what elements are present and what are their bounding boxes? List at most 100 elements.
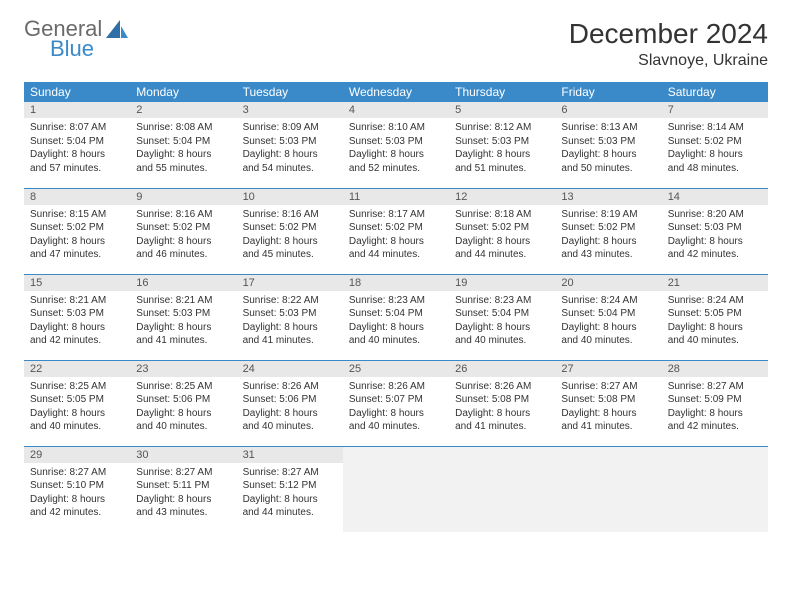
calendar-day: 5Sunrise: 8:12 AMSunset: 5:03 PMDaylight… xyxy=(449,102,555,188)
calendar-day: 4Sunrise: 8:10 AMSunset: 5:03 PMDaylight… xyxy=(343,102,449,188)
day-details: Sunrise: 8:21 AMSunset: 5:03 PMDaylight:… xyxy=(130,291,236,352)
calendar-day: 17Sunrise: 8:22 AMSunset: 5:03 PMDayligh… xyxy=(237,274,343,360)
calendar-table: Sunday Monday Tuesday Wednesday Thursday… xyxy=(24,82,768,532)
day-number: 18 xyxy=(343,275,449,291)
location-text: Slavnoye, Ukraine xyxy=(569,52,768,70)
weekday-header-row: Sunday Monday Tuesday Wednesday Thursday… xyxy=(24,82,768,102)
page-title: December 2024 xyxy=(569,18,768,50)
day-number: 10 xyxy=(237,189,343,205)
day-details: Sunrise: 8:27 AMSunset: 5:10 PMDaylight:… xyxy=(24,463,130,524)
calendar-day: 25Sunrise: 8:26 AMSunset: 5:07 PMDayligh… xyxy=(343,360,449,446)
calendar-day: 27Sunrise: 8:27 AMSunset: 5:08 PMDayligh… xyxy=(555,360,661,446)
calendar-day: 26Sunrise: 8:26 AMSunset: 5:08 PMDayligh… xyxy=(449,360,555,446)
day-number: 4 xyxy=(343,102,449,118)
weekday-header: Thursday xyxy=(449,82,555,102)
calendar-day: 30Sunrise: 8:27 AMSunset: 5:11 PMDayligh… xyxy=(130,446,236,532)
calendar-day: 11Sunrise: 8:17 AMSunset: 5:02 PMDayligh… xyxy=(343,188,449,274)
calendar-day: 13Sunrise: 8:19 AMSunset: 5:02 PMDayligh… xyxy=(555,188,661,274)
calendar-row: 1Sunrise: 8:07 AMSunset: 5:04 PMDaylight… xyxy=(24,102,768,188)
calendar-day: 19Sunrise: 8:23 AMSunset: 5:04 PMDayligh… xyxy=(449,274,555,360)
day-number: 26 xyxy=(449,361,555,377)
day-details: Sunrise: 8:19 AMSunset: 5:02 PMDaylight:… xyxy=(555,205,661,266)
day-number: 17 xyxy=(237,275,343,291)
day-number: 24 xyxy=(237,361,343,377)
calendar-day: 29Sunrise: 8:27 AMSunset: 5:10 PMDayligh… xyxy=(24,446,130,532)
weekday-header: Wednesday xyxy=(343,82,449,102)
day-details: Sunrise: 8:22 AMSunset: 5:03 PMDaylight:… xyxy=(237,291,343,352)
calendar-day: 7Sunrise: 8:14 AMSunset: 5:02 PMDaylight… xyxy=(662,102,768,188)
weekday-header: Saturday xyxy=(662,82,768,102)
calendar-day: 6Sunrise: 8:13 AMSunset: 5:03 PMDaylight… xyxy=(555,102,661,188)
day-details: Sunrise: 8:14 AMSunset: 5:02 PMDaylight:… xyxy=(662,118,768,179)
day-number: 27 xyxy=(555,361,661,377)
day-number: 29 xyxy=(24,447,130,463)
day-number: 9 xyxy=(130,189,236,205)
calendar-day: 23Sunrise: 8:25 AMSunset: 5:06 PMDayligh… xyxy=(130,360,236,446)
day-number: 31 xyxy=(237,447,343,463)
day-number: 6 xyxy=(555,102,661,118)
logo-text: General Blue xyxy=(24,18,102,60)
day-details: Sunrise: 8:26 AMSunset: 5:07 PMDaylight:… xyxy=(343,377,449,438)
day-number: 13 xyxy=(555,189,661,205)
logo: General Blue xyxy=(24,18,128,60)
day-details: Sunrise: 8:09 AMSunset: 5:03 PMDaylight:… xyxy=(237,118,343,179)
day-number: 8 xyxy=(24,189,130,205)
day-details: Sunrise: 8:21 AMSunset: 5:03 PMDaylight:… xyxy=(24,291,130,352)
day-details: Sunrise: 8:16 AMSunset: 5:02 PMDaylight:… xyxy=(130,205,236,266)
day-number: 3 xyxy=(237,102,343,118)
day-number: 22 xyxy=(24,361,130,377)
calendar-row: 22Sunrise: 8:25 AMSunset: 5:05 PMDayligh… xyxy=(24,360,768,446)
header: General Blue December 2024 Slavnoye, Ukr… xyxy=(24,18,768,70)
calendar-day: 9Sunrise: 8:16 AMSunset: 5:02 PMDaylight… xyxy=(130,188,236,274)
day-details: Sunrise: 8:07 AMSunset: 5:04 PMDaylight:… xyxy=(24,118,130,179)
calendar-day: 14Sunrise: 8:20 AMSunset: 5:03 PMDayligh… xyxy=(662,188,768,274)
day-number: 23 xyxy=(130,361,236,377)
day-number: 7 xyxy=(662,102,768,118)
day-details: Sunrise: 8:08 AMSunset: 5:04 PMDaylight:… xyxy=(130,118,236,179)
calendar-row: 15Sunrise: 8:21 AMSunset: 5:03 PMDayligh… xyxy=(24,274,768,360)
calendar-row: 29Sunrise: 8:27 AMSunset: 5:10 PMDayligh… xyxy=(24,446,768,532)
calendar-day: 24Sunrise: 8:26 AMSunset: 5:06 PMDayligh… xyxy=(237,360,343,446)
calendar-day: 16Sunrise: 8:21 AMSunset: 5:03 PMDayligh… xyxy=(130,274,236,360)
day-details: Sunrise: 8:24 AMSunset: 5:04 PMDaylight:… xyxy=(555,291,661,352)
day-details: Sunrise: 8:15 AMSunset: 5:02 PMDaylight:… xyxy=(24,205,130,266)
day-number: 15 xyxy=(24,275,130,291)
calendar-day: 20Sunrise: 8:24 AMSunset: 5:04 PMDayligh… xyxy=(555,274,661,360)
day-details: Sunrise: 8:26 AMSunset: 5:06 PMDaylight:… xyxy=(237,377,343,438)
day-details: Sunrise: 8:12 AMSunset: 5:03 PMDaylight:… xyxy=(449,118,555,179)
day-details: Sunrise: 8:17 AMSunset: 5:02 PMDaylight:… xyxy=(343,205,449,266)
day-number: 20 xyxy=(555,275,661,291)
day-details: Sunrise: 8:13 AMSunset: 5:03 PMDaylight:… xyxy=(555,118,661,179)
day-details: Sunrise: 8:18 AMSunset: 5:02 PMDaylight:… xyxy=(449,205,555,266)
calendar-day: 31Sunrise: 8:27 AMSunset: 5:12 PMDayligh… xyxy=(237,446,343,532)
calendar-day: 10Sunrise: 8:16 AMSunset: 5:02 PMDayligh… xyxy=(237,188,343,274)
day-details: Sunrise: 8:26 AMSunset: 5:08 PMDaylight:… xyxy=(449,377,555,438)
title-block: December 2024 Slavnoye, Ukraine xyxy=(569,18,768,70)
logo-word2: Blue xyxy=(50,38,102,60)
calendar-day: 1Sunrise: 8:07 AMSunset: 5:04 PMDaylight… xyxy=(24,102,130,188)
calendar-empty-cell xyxy=(343,446,449,532)
day-details: Sunrise: 8:27 AMSunset: 5:12 PMDaylight:… xyxy=(237,463,343,524)
weekday-header: Tuesday xyxy=(237,82,343,102)
day-number: 14 xyxy=(662,189,768,205)
day-details: Sunrise: 8:25 AMSunset: 5:06 PMDaylight:… xyxy=(130,377,236,438)
calendar-day: 18Sunrise: 8:23 AMSunset: 5:04 PMDayligh… xyxy=(343,274,449,360)
day-details: Sunrise: 8:23 AMSunset: 5:04 PMDaylight:… xyxy=(449,291,555,352)
day-details: Sunrise: 8:24 AMSunset: 5:05 PMDaylight:… xyxy=(662,291,768,352)
sail-icon xyxy=(106,20,128,45)
calendar-empty-cell xyxy=(662,446,768,532)
day-number: 2 xyxy=(130,102,236,118)
day-number: 5 xyxy=(449,102,555,118)
day-details: Sunrise: 8:27 AMSunset: 5:09 PMDaylight:… xyxy=(662,377,768,438)
calendar-day: 22Sunrise: 8:25 AMSunset: 5:05 PMDayligh… xyxy=(24,360,130,446)
weekday-header: Friday xyxy=(555,82,661,102)
weekday-header: Sunday xyxy=(24,82,130,102)
calendar-day: 8Sunrise: 8:15 AMSunset: 5:02 PMDaylight… xyxy=(24,188,130,274)
day-details: Sunrise: 8:23 AMSunset: 5:04 PMDaylight:… xyxy=(343,291,449,352)
day-number: 19 xyxy=(449,275,555,291)
day-details: Sunrise: 8:27 AMSunset: 5:08 PMDaylight:… xyxy=(555,377,661,438)
calendar-empty-cell xyxy=(449,446,555,532)
day-details: Sunrise: 8:25 AMSunset: 5:05 PMDaylight:… xyxy=(24,377,130,438)
day-details: Sunrise: 8:16 AMSunset: 5:02 PMDaylight:… xyxy=(237,205,343,266)
calendar-empty-cell xyxy=(555,446,661,532)
